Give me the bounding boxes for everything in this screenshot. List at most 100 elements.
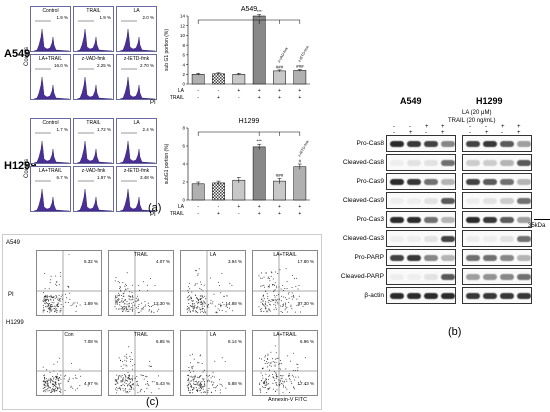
- early-apoptosis-percent: 37.30 %: [297, 301, 314, 306]
- subg1-percent: 2.4 %: [142, 127, 154, 132]
- dot-plot-scatter: [181, 331, 245, 395]
- trail-sign: -: [469, 130, 471, 136]
- protein-band: [517, 217, 531, 223]
- protein-band: [441, 255, 455, 261]
- subg1-percent: 6.7 %: [56, 175, 68, 180]
- protein-band: [390, 255, 404, 261]
- blot-strip: [386, 287, 456, 304]
- dot-plot-scatter: [109, 331, 173, 395]
- panel-b-letter: (b): [448, 326, 462, 338]
- protein-band: [407, 141, 421, 147]
- dot-plot-title: LA+TRAIL: [273, 252, 297, 258]
- trail-sign: -: [425, 130, 427, 136]
- y-tick-label: 8: [182, 126, 185, 131]
- la-sign: +: [441, 124, 445, 130]
- protein-band: [517, 236, 531, 242]
- panel-c-frame: [2, 234, 322, 410]
- la-sign: +: [237, 88, 240, 94]
- histogram-cell: LA 2.0 %: [116, 6, 157, 52]
- la-sign: -: [469, 124, 471, 130]
- histogram-title: TRAIL: [86, 8, 101, 14]
- histogram-plot: [119, 20, 156, 51]
- bar: [212, 182, 225, 201]
- blot-strip: [386, 249, 456, 266]
- y-tick-label: 12: [180, 23, 186, 28]
- early-apoptosis-percent: 1.89 %: [83, 301, 98, 306]
- dot-plot-cell: LA 3.94 % 14.88 %: [180, 250, 246, 316]
- la-sign: +: [517, 124, 521, 130]
- subg1-percent: 1.97 %: [96, 175, 111, 180]
- histogram-plot: [33, 132, 70, 163]
- histogram-plot: [76, 132, 113, 163]
- histogram-title: z-IETD-fmk: [123, 168, 150, 174]
- la-sign: +: [298, 88, 301, 94]
- early-apoptosis-percent: 5.88 %: [227, 381, 242, 386]
- protein-band: [500, 179, 514, 185]
- protein-band: [483, 236, 497, 242]
- early-apoptosis-percent: 14.88 %: [225, 301, 242, 306]
- dot-plot-title: TRAIL: [133, 332, 149, 338]
- bar: [293, 166, 307, 201]
- protein-band: [441, 141, 455, 147]
- histogram-plot: [76, 20, 113, 51]
- bar: [191, 74, 205, 85]
- late-apoptosis-percent: 6.85 %: [155, 339, 170, 344]
- significance-label: #: [299, 159, 302, 164]
- blot-strip: [462, 173, 532, 190]
- y-tick-label: 6: [182, 53, 185, 58]
- dot-plot-scatter: [181, 251, 245, 315]
- trail-sign: -: [238, 211, 240, 217]
- protein-band: [407, 255, 421, 261]
- protein-band: [390, 293, 404, 299]
- trail-sign: +: [258, 95, 261, 101]
- histogram-title: LA: [133, 120, 140, 126]
- late-apoptosis-percent: 7.08 %: [83, 339, 98, 344]
- bar: [191, 183, 205, 201]
- protein-band: [483, 198, 497, 204]
- blot-strip: [386, 154, 456, 171]
- blot-strip: [462, 287, 532, 304]
- protein-band: [500, 160, 514, 166]
- panel-c-letter: (c): [146, 396, 159, 408]
- significance-label: ***: [257, 139, 263, 144]
- trail-sign: +: [485, 130, 489, 136]
- subg1-percent: 2.25 %: [96, 63, 111, 68]
- la-sign: -: [485, 124, 487, 130]
- blot-strip: [386, 135, 456, 152]
- y-tick-label: 4: [182, 162, 185, 167]
- dot-plot-scatter: [253, 251, 317, 315]
- bar: [212, 73, 225, 85]
- panel-a-letter: (a): [148, 202, 162, 214]
- pi-axis-label: PI: [150, 212, 156, 218]
- blot-strip: [462, 211, 532, 228]
- protein-band: [390, 198, 404, 204]
- subg1-percent: 16.0 %: [53, 63, 68, 68]
- treatment-row-label: TRAIL: [170, 211, 184, 217]
- histogram-plot: [119, 132, 156, 163]
- protein-band: [517, 179, 531, 185]
- late-apoptosis-percent: 17.80 %: [297, 259, 314, 264]
- kda-marker-label: 35kDa: [528, 223, 546, 229]
- chart-title: A549: [241, 6, 257, 13]
- trail-sign: -: [197, 95, 199, 101]
- protein-band: [517, 141, 531, 147]
- dot-plot-cell: Con 7.08 % 4.97 %: [36, 330, 102, 396]
- blot-strip: [462, 192, 532, 209]
- trail-sign: +: [409, 130, 413, 136]
- kda-marker-arrow: [534, 219, 550, 220]
- protein-band: [407, 236, 421, 242]
- blot-strip: [462, 230, 532, 247]
- la-sign: +: [278, 88, 281, 94]
- dot-plot-title: -: [68, 252, 70, 258]
- comparison-bracket: [197, 131, 301, 136]
- protein-band: [441, 160, 455, 166]
- bar: [293, 70, 307, 85]
- y-tick-label: 14: [180, 14, 186, 19]
- trail-sign: +: [217, 211, 220, 217]
- histogram-title: Control: [42, 120, 59, 126]
- subg1-percent: 1.72 %: [96, 127, 111, 132]
- protein-band: [407, 217, 421, 223]
- trail-sign: +: [441, 130, 445, 136]
- la-sign: -: [218, 204, 220, 210]
